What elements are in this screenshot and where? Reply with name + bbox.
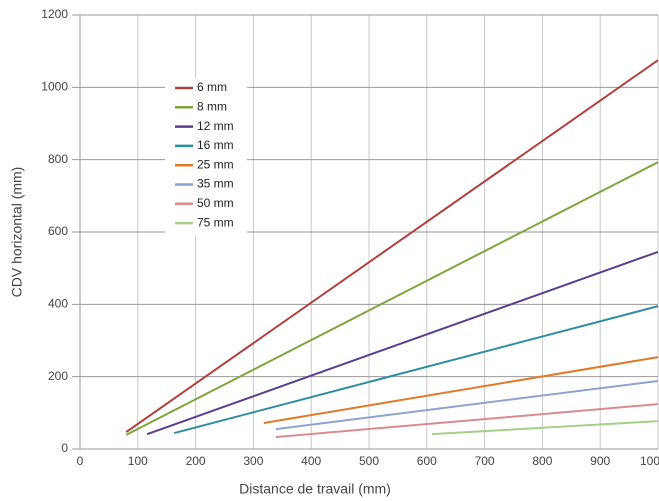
- legend-label: 6 mm: [197, 80, 227, 94]
- y-tick-label: 600: [48, 224, 68, 238]
- x-tick-label: 300: [243, 454, 263, 468]
- series-line: [146, 250, 659, 436]
- series-line: [431, 420, 659, 436]
- x-tick-label: 900: [590, 454, 610, 468]
- x-tick-label: 200: [186, 454, 206, 468]
- y-tick-label: 1200: [41, 7, 68, 21]
- x-tick-label: 100: [640, 454, 659, 468]
- legend-label: 35 mm: [197, 177, 234, 191]
- series-line: [263, 356, 659, 424]
- y-tick-label: 400: [48, 297, 68, 311]
- legend-label: 12 mm: [197, 119, 234, 133]
- legend-label: 16 mm: [197, 138, 234, 152]
- series-line: [125, 59, 659, 433]
- y-tick-label: 0: [61, 441, 68, 455]
- y-axis-label: CDV horizontal (mm): [9, 167, 25, 298]
- legend-box: [165, 78, 247, 236]
- legend-label: 8 mm: [197, 99, 227, 113]
- y-tick-label: 1000: [41, 80, 68, 94]
- series-line: [125, 161, 659, 436]
- y-tick-label: 200: [48, 369, 68, 383]
- legend-label: 50 mm: [197, 196, 234, 210]
- x-tick-label: 700: [475, 454, 495, 468]
- legend: 6 mm 8 mm 12 mm 16 mm 25 mm 35 mm 50 mm 75 mm: [165, 78, 247, 236]
- grid: [72, 14, 659, 450]
- x-tick-label: 400: [301, 454, 321, 468]
- series-line: [275, 403, 659, 439]
- y-tick-label: 800: [48, 152, 68, 166]
- x-tick-label: 600: [417, 454, 437, 468]
- x-tick-label: 500: [359, 454, 379, 468]
- series-line: [173, 305, 659, 435]
- legend-label: 25 mm: [197, 157, 234, 171]
- legend-label: 75 mm: [197, 215, 234, 229]
- x-tick-label: 800: [532, 454, 552, 468]
- x-axis-label: Distance de travail (mm): [239, 481, 391, 497]
- x-tick-label: 100: [128, 454, 148, 468]
- series-line: [275, 380, 659, 431]
- x-tick-label: 0: [77, 454, 84, 468]
